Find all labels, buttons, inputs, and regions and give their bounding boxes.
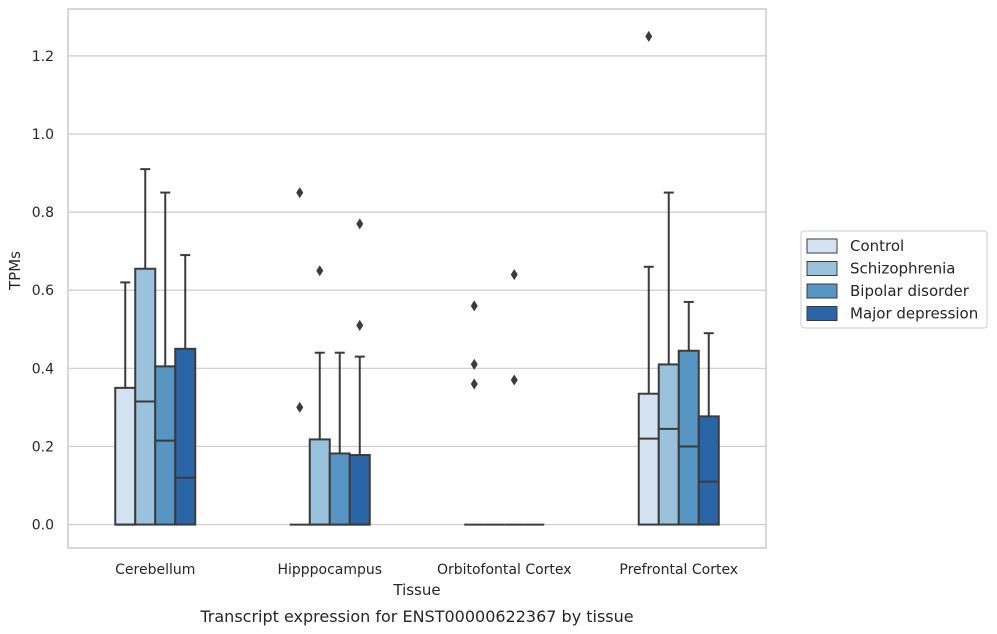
y-tick-label: 0.6 — [32, 283, 54, 299]
legend-swatch — [806, 283, 838, 299]
legend-frame — [800, 230, 988, 329]
legend-swatch — [806, 238, 838, 254]
outlier-point — [316, 265, 324, 277]
outlier-point — [356, 319, 364, 331]
y-tick-label: 0.8 — [32, 205, 54, 221]
legend-label: Bipolar disorder — [850, 282, 970, 300]
box — [464, 300, 485, 526]
box — [697, 332, 720, 526]
box — [637, 30, 660, 526]
box-body — [308, 438, 331, 526]
legend-label: Control — [850, 237, 904, 255]
outlier-point — [510, 269, 518, 281]
outlier-point — [356, 218, 364, 230]
box-body — [328, 452, 351, 526]
box — [154, 191, 177, 526]
x-tick-label: Orbitofontal Cortex — [437, 562, 572, 578]
box — [134, 168, 157, 526]
y-axis-label: TPMs — [6, 251, 24, 291]
box-body — [114, 386, 137, 526]
box-body — [657, 363, 680, 526]
box — [308, 265, 331, 526]
box-body — [677, 349, 700, 526]
box — [657, 191, 680, 526]
plot-frame — [67, 8, 767, 549]
box — [677, 300, 700, 526]
box-plot-series — [114, 30, 720, 526]
x-axis-ticks: Cerebellum Hipppocampus Orbitofontal Corte… — [115, 562, 738, 578]
x-tick-label: Cerebellum — [115, 562, 195, 578]
legend-swatch — [806, 306, 838, 321]
y-axis-ticks: 0.0 0.2 0.4 0.6 0.8 1.0 1.2 — [32, 49, 54, 534]
legend-label: Major depression — [850, 305, 978, 323]
legend: Control Schizophrenia Bipolar disorder Majo… — [800, 230, 988, 329]
outlier-point — [470, 358, 478, 370]
box-body — [174, 347, 197, 526]
y-tick-label: 1.2 — [32, 49, 54, 65]
outlier-point — [470, 300, 478, 312]
x-tick-label: Hipppocampus — [277, 562, 382, 578]
outlier-point — [296, 401, 304, 413]
box-body — [154, 365, 177, 526]
box-body — [134, 267, 157, 526]
box-body — [697, 415, 720, 526]
outlier-point — [645, 30, 653, 42]
outlier-point — [470, 378, 478, 390]
box-body — [637, 392, 660, 526]
box — [174, 254, 197, 526]
outlier-point — [510, 374, 518, 386]
box — [328, 351, 351, 526]
x-axis-label: Tissue — [392, 581, 440, 599]
y-tick-label: 0.0 — [32, 518, 54, 534]
y-tick-label: 0.4 — [32, 361, 54, 377]
y-tick-label: 0.2 — [32, 439, 54, 455]
x-tick-label: Prefrontal Cortex — [619, 562, 738, 578]
chart-caption: Transcript expression for ENST0000062236… — [199, 607, 633, 626]
outlier-point — [296, 187, 304, 199]
box — [504, 269, 525, 526]
box — [289, 187, 310, 526]
legend-label: Schizophrenia — [850, 260, 955, 278]
y-tick-label: 1.0 — [32, 127, 54, 143]
box — [348, 218, 371, 526]
box — [114, 281, 137, 526]
box-body — [348, 454, 371, 526]
legend-swatch — [806, 261, 838, 276]
